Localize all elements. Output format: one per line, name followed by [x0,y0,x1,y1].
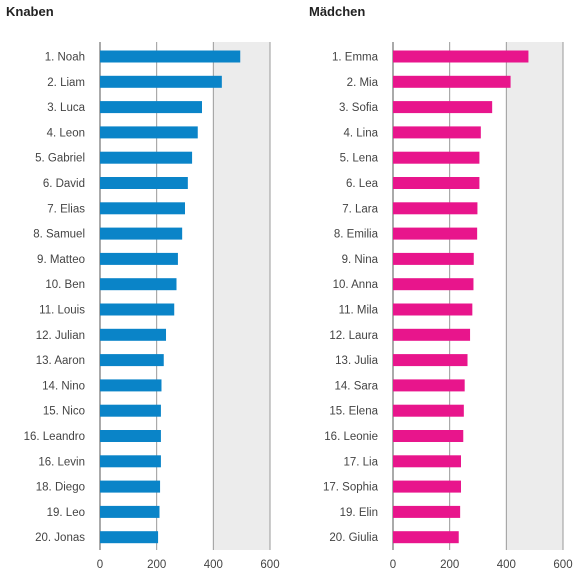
bar-knaben-7 [100,202,185,215]
bar-maedchen-19 [393,505,461,518]
bar-maedchen-20 [393,531,459,544]
category-label-knaben-3: 3. Luca [47,102,85,114]
category-label-maedchen-16: 16. Leonie [324,431,378,443]
bar-maedchen-17 [393,455,461,468]
bar-knaben-19 [100,505,160,518]
bar-maedchen-8 [393,227,478,240]
bar-knaben-9 [100,252,178,265]
category-label-maedchen-5: 5. Lena [340,153,379,165]
tick-label-maedchen-0: 0 [390,559,396,571]
category-label-knaben-4: 4. Leon [47,127,85,139]
bar-maedchen-5 [393,151,480,164]
category-label-knaben-16: 16. Leandro [24,431,85,443]
chart-title-knaben: Knaben [6,4,54,19]
bar-maedchen-1 [393,50,529,63]
bar-maedchen-16 [393,430,464,442]
bar-knaben-1 [100,50,241,63]
bar-knaben-11 [100,303,175,316]
bar-knaben-8 [100,227,183,240]
tick-label-maedchen-1: 200 [440,559,459,571]
bar-maedchen-11 [393,303,473,316]
tick-label-knaben-2: 400 [204,559,223,571]
tick-label-knaben-0: 0 [97,559,103,571]
category-label-knaben-18: 18. Diego [36,482,85,494]
bar-maedchen-9 [393,252,474,265]
bar-knaben-2 [100,75,222,88]
category-label-knaben-17: 16. Levin [38,456,85,468]
bar-maedchen-6 [393,177,480,189]
category-label-knaben-12: 12. Julian [36,330,85,342]
bar-knaben-20 [100,531,159,544]
category-label-maedchen-8: 8. Emilia [334,229,379,241]
bar-maedchen-10 [393,278,474,291]
category-label-knaben-14: 14. Nino [42,380,85,392]
tick-label-maedchen-3: 600 [553,559,572,571]
bar-maedchen-14 [393,379,465,392]
category-label-knaben-8: 8. Samuel [33,229,85,241]
category-label-maedchen-10: 10. Anna [333,279,379,291]
category-label-knaben-9: 9. Matteo [37,254,85,266]
bar-knaben-10 [100,278,177,291]
bar-maedchen-3 [393,101,493,114]
category-label-maedchen-15: 15. Elena [329,406,378,418]
bar-knaben-13 [100,354,164,367]
category-label-maedchen-3: 3. Sofia [339,102,379,114]
category-label-maedchen-1: 1. Emma [332,52,379,64]
category-label-knaben-19: 19. Leo [47,507,85,519]
plot-shade-maedchen [506,42,563,550]
bar-maedchen-7 [393,202,478,215]
bar-knaben-16 [100,430,161,442]
category-label-knaben-5: 5. Gabriel [35,153,85,165]
category-label-knaben-20: 20. Jonas [35,532,85,544]
category-label-maedchen-2: 2. Mia [347,77,379,89]
category-label-knaben-6: 6. David [43,178,85,190]
plot-shade-knaben [213,42,270,550]
category-label-maedchen-19: 19. Elin [340,507,378,519]
bar-maedchen-4 [393,126,481,139]
bar-knaben-4 [100,126,198,139]
category-label-maedchen-9: 9. Nina [342,254,379,266]
bar-maedchen-18 [393,480,461,493]
category-label-maedchen-20: 20. Giulia [329,532,378,544]
tick-label-maedchen-2: 400 [497,559,516,571]
bar-maedchen-13 [393,354,468,367]
bar-maedchen-2 [393,75,511,88]
category-label-knaben-15: 15. Nico [43,406,85,418]
bar-knaben-3 [100,101,202,114]
bar-knaben-6 [100,177,188,189]
category-label-maedchen-6: 6. Lea [346,178,379,190]
category-label-knaben-10: 10. Ben [45,279,85,291]
bar-knaben-17 [100,455,161,468]
bar-knaben-15 [100,404,161,417]
category-label-knaben-11: 11. Louis [39,305,85,317]
category-label-knaben-7: 7. Elias [47,203,85,215]
category-label-maedchen-11: 11. Mila [339,305,379,317]
bar-knaben-14 [100,379,162,392]
tick-label-knaben-1: 200 [147,559,166,571]
category-label-maedchen-18: 17. Sophia [323,482,379,494]
category-label-maedchen-13: 13. Julia [335,355,378,367]
tick-label-knaben-3: 600 [260,559,279,571]
category-label-maedchen-17: 17. Lia [343,456,378,468]
category-label-knaben-2: 2. Liam [47,77,85,89]
bar-knaben-12 [100,328,167,341]
bar-maedchen-15 [393,404,464,417]
bar-knaben-5 [100,151,193,164]
bar-knaben-18 [100,480,161,493]
category-label-maedchen-4: 4. Lina [343,127,378,139]
category-label-knaben-13: 13. Aaron [36,355,85,367]
category-label-maedchen-12: 12. Laura [329,330,378,342]
category-label-maedchen-7: 7. Lara [342,203,378,215]
category-label-knaben-1: 1. Noah [45,52,85,64]
category-label-maedchen-14: 14. Sara [335,380,379,392]
chart-title-maedchen: Mädchen [309,4,366,19]
bar-maedchen-12 [393,328,471,341]
